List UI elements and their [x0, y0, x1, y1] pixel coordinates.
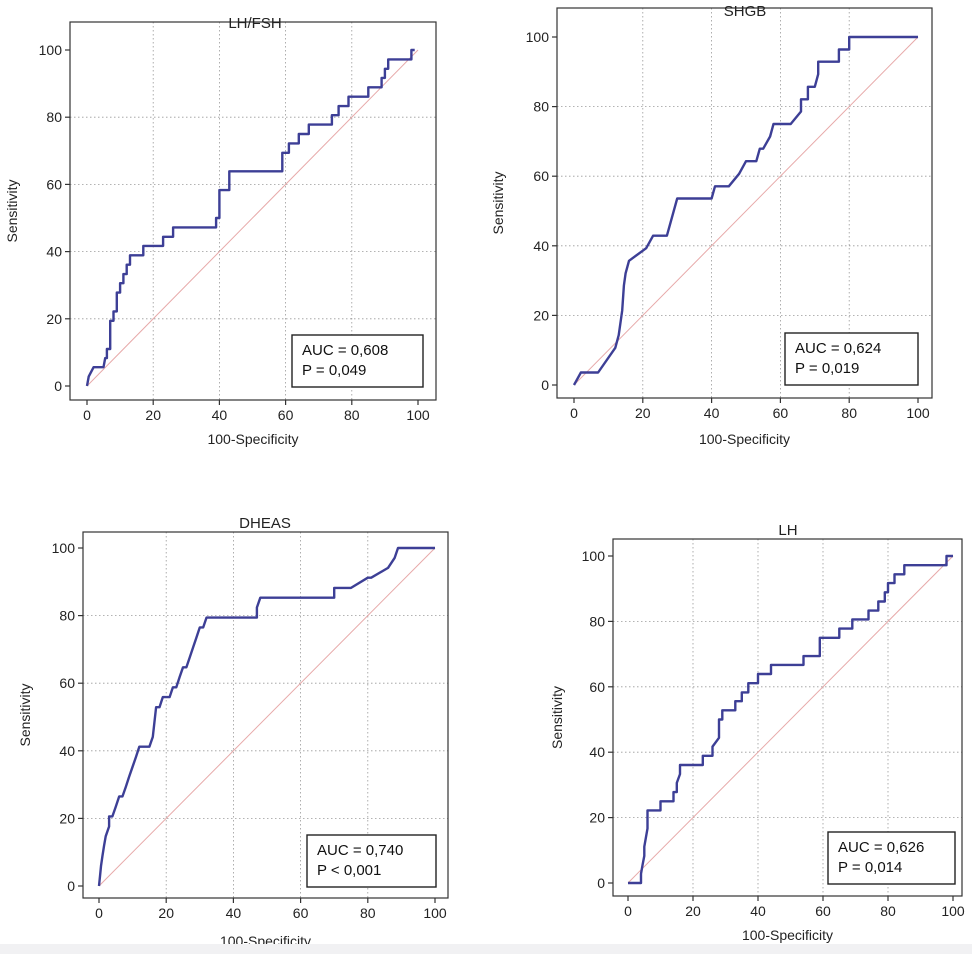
y-tick-label: 60	[46, 176, 62, 192]
auc-value-label: AUC = 0,624	[795, 340, 881, 357]
y-tick-label: 40	[533, 238, 549, 254]
x-tick-label: 40	[704, 405, 720, 421]
y-tick-label: 20	[59, 810, 75, 826]
p-value-label: P < 0,001	[317, 862, 381, 879]
y-tick-label: 0	[541, 377, 549, 393]
x-axis-label: 100-Specificity	[207, 431, 298, 447]
p-value-label: P = 0,014	[838, 859, 902, 876]
x-tick-label: 40	[750, 903, 766, 919]
x-tick-label: 0	[83, 407, 91, 423]
y-tick-label: 80	[533, 99, 549, 115]
y-tick-label: 100	[582, 548, 606, 564]
plot-frame	[556, 7, 933, 399]
roc-curve-line	[97, 546, 435, 887]
x-axis-label: 100-Specificity	[699, 431, 790, 447]
y-tick-label: 60	[59, 675, 75, 691]
y-tick-label: 40	[589, 744, 605, 760]
p-value-label: P = 0,019	[795, 360, 859, 377]
y-tick-label: 20	[46, 311, 62, 327]
x-tick-label: 0	[570, 405, 578, 421]
x-tick-label: 0	[95, 905, 103, 921]
y-axis-label: Sensitivity	[17, 683, 33, 746]
y-tick-label: 20	[533, 307, 549, 323]
reference-diagonal	[627, 555, 954, 884]
x-tick-label: 100	[906, 405, 930, 421]
y-tick-label: 100	[39, 42, 63, 58]
reference-diagonal	[86, 49, 419, 387]
p-value-label: P = 0,049	[302, 362, 366, 379]
auc-value-label: AUC = 0,608	[302, 342, 388, 359]
roc-panel-1: 0 20 40 60 80 100 0 20 40 60 80 100 LH/FSH 100-Specif…	[4, 15, 437, 447]
x-tick-label: 0	[624, 903, 632, 919]
y-tick-label: 40	[59, 743, 75, 759]
y-tick-label: 20	[589, 810, 605, 826]
y-tick-label: 60	[589, 679, 605, 695]
auc-annotation-box	[291, 334, 424, 388]
reference-diagonal	[98, 547, 436, 887]
x-tick-label: 80	[360, 905, 376, 921]
y-tick-label: 80	[59, 608, 75, 624]
auc-annotation-box	[827, 831, 956, 885]
y-tick-label: 80	[589, 613, 605, 629]
x-tick-label: 60	[815, 903, 831, 919]
x-tick-label: 80	[344, 407, 360, 423]
roc-panel-3: 0 20 40 60 80 100020406080100DHEAS100-Specifi…	[17, 515, 449, 949]
x-tick-label: 60	[278, 407, 294, 423]
x-tick-label: 60	[293, 905, 309, 921]
chart-title: LH	[778, 522, 797, 539]
x-tick-label: 100	[941, 903, 965, 919]
x-axis-label: 100-Specificity	[742, 927, 833, 943]
x-tick-label: 20	[145, 407, 161, 423]
roc-panel-2: 0 20 40 60 80 100 0 20 40 60 80 100 SHGB 100-Specific…	[490, 3, 933, 447]
chart-title: SHGB	[724, 3, 767, 20]
plot-frame	[82, 531, 449, 899]
reference-diagonal	[573, 36, 919, 386]
x-tick-label: 80	[841, 405, 857, 421]
y-tick-label: 80	[46, 109, 62, 125]
y-tick-label: 100	[526, 29, 550, 45]
x-tick-label: 100	[423, 905, 447, 921]
x-tick-label: 20	[685, 903, 701, 919]
x-tick-label: 80	[880, 903, 896, 919]
x-tick-label: 20	[635, 405, 651, 421]
plot-frame	[69, 21, 437, 401]
roc-curve-line	[85, 48, 415, 387]
y-tick-label: 0	[597, 875, 605, 891]
auc-annotation-box	[784, 332, 919, 386]
auc-value-label: AUC = 0,626	[838, 839, 924, 856]
auc-value-label: AUC = 0,740	[317, 842, 403, 859]
x-tick-label: 40	[226, 905, 242, 921]
auc-annotation-box	[306, 834, 437, 888]
x-tick-label: 40	[212, 407, 228, 423]
y-tick-label: 0	[54, 378, 62, 394]
y-axis-label: Sensitivity	[4, 179, 20, 242]
y-axis-label: Sensitivity	[490, 171, 506, 234]
y-axis-label: Sensitivity	[549, 686, 565, 749]
x-tick-label: 20	[158, 905, 174, 921]
chart-title: LH/FSH	[228, 15, 281, 32]
roc-curve-line	[628, 554, 953, 885]
roc-panel-4: 0 20 40 60 80 100 0 20 40 60 80 100 LH 100-Specificit…	[549, 522, 965, 943]
y-tick-label: 40	[46, 244, 62, 260]
x-tick-label: 100	[406, 407, 430, 423]
chart-title: DHEAS	[239, 515, 291, 532]
y-tick-label: 60	[533, 168, 549, 184]
y-tick-label: 100	[52, 540, 76, 556]
roc-curve-line	[572, 35, 918, 386]
plot-frame	[612, 538, 963, 897]
x-tick-label: 60	[773, 405, 789, 421]
y-tick-label: 0	[67, 878, 75, 894]
bottom-bar	[0, 944, 972, 954]
